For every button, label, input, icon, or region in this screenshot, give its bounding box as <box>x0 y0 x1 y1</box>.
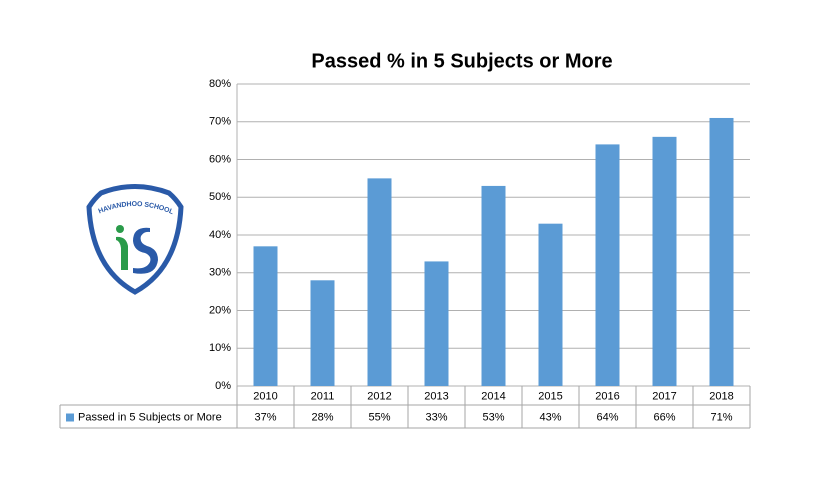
x-tick-label: 2012 <box>367 390 391 402</box>
bar <box>310 280 335 386</box>
y-tick-label: 0% <box>215 380 231 392</box>
y-tick-label: 10% <box>209 342 231 354</box>
data-label: 33% <box>425 411 447 423</box>
bar <box>538 223 563 386</box>
logo-s <box>133 227 158 274</box>
x-tick-label: 2013 <box>424 390 448 402</box>
data-label: 64% <box>596 411 618 423</box>
y-tick-label: 20% <box>209 304 231 316</box>
data-label: 55% <box>368 411 390 423</box>
data-label: 28% <box>311 411 333 423</box>
legend-swatch <box>66 413 74 422</box>
y-tick-label: 30% <box>209 267 231 279</box>
chart-title: Passed % in 5 Subjects or More <box>311 50 612 72</box>
bar <box>481 185 506 386</box>
x-tick-label: 2017 <box>652 390 676 402</box>
x-tick-label: 2011 <box>311 390 335 402</box>
bar <box>424 261 449 386</box>
bar <box>709 117 734 386</box>
y-tick-label: 50% <box>209 191 231 203</box>
bar <box>367 178 392 386</box>
y-tick-label: 60% <box>209 153 231 165</box>
y-tick-label: 40% <box>209 229 231 241</box>
data-label: 37% <box>254 411 276 423</box>
data-label: 71% <box>710 411 732 423</box>
bar <box>652 136 677 386</box>
bar <box>595 144 620 386</box>
x-tick-label: 2014 <box>481 390 505 402</box>
bar <box>253 246 278 386</box>
x-tick-label: 2010 <box>253 390 277 402</box>
data-label: 53% <box>482 411 504 423</box>
x-tick-label: 2015 <box>538 390 562 402</box>
y-tick-label: 70% <box>209 116 231 128</box>
x-tick-label: 2018 <box>709 390 733 402</box>
data-label: 43% <box>539 411 561 423</box>
legend-label: Passed in 5 Subjects or More <box>78 411 222 423</box>
data-label: 66% <box>653 411 675 423</box>
y-tick-label: 80% <box>209 78 231 90</box>
logo-dot <box>116 225 124 233</box>
x-tick-label: 2016 <box>595 390 619 402</box>
logo-i <box>116 236 128 270</box>
